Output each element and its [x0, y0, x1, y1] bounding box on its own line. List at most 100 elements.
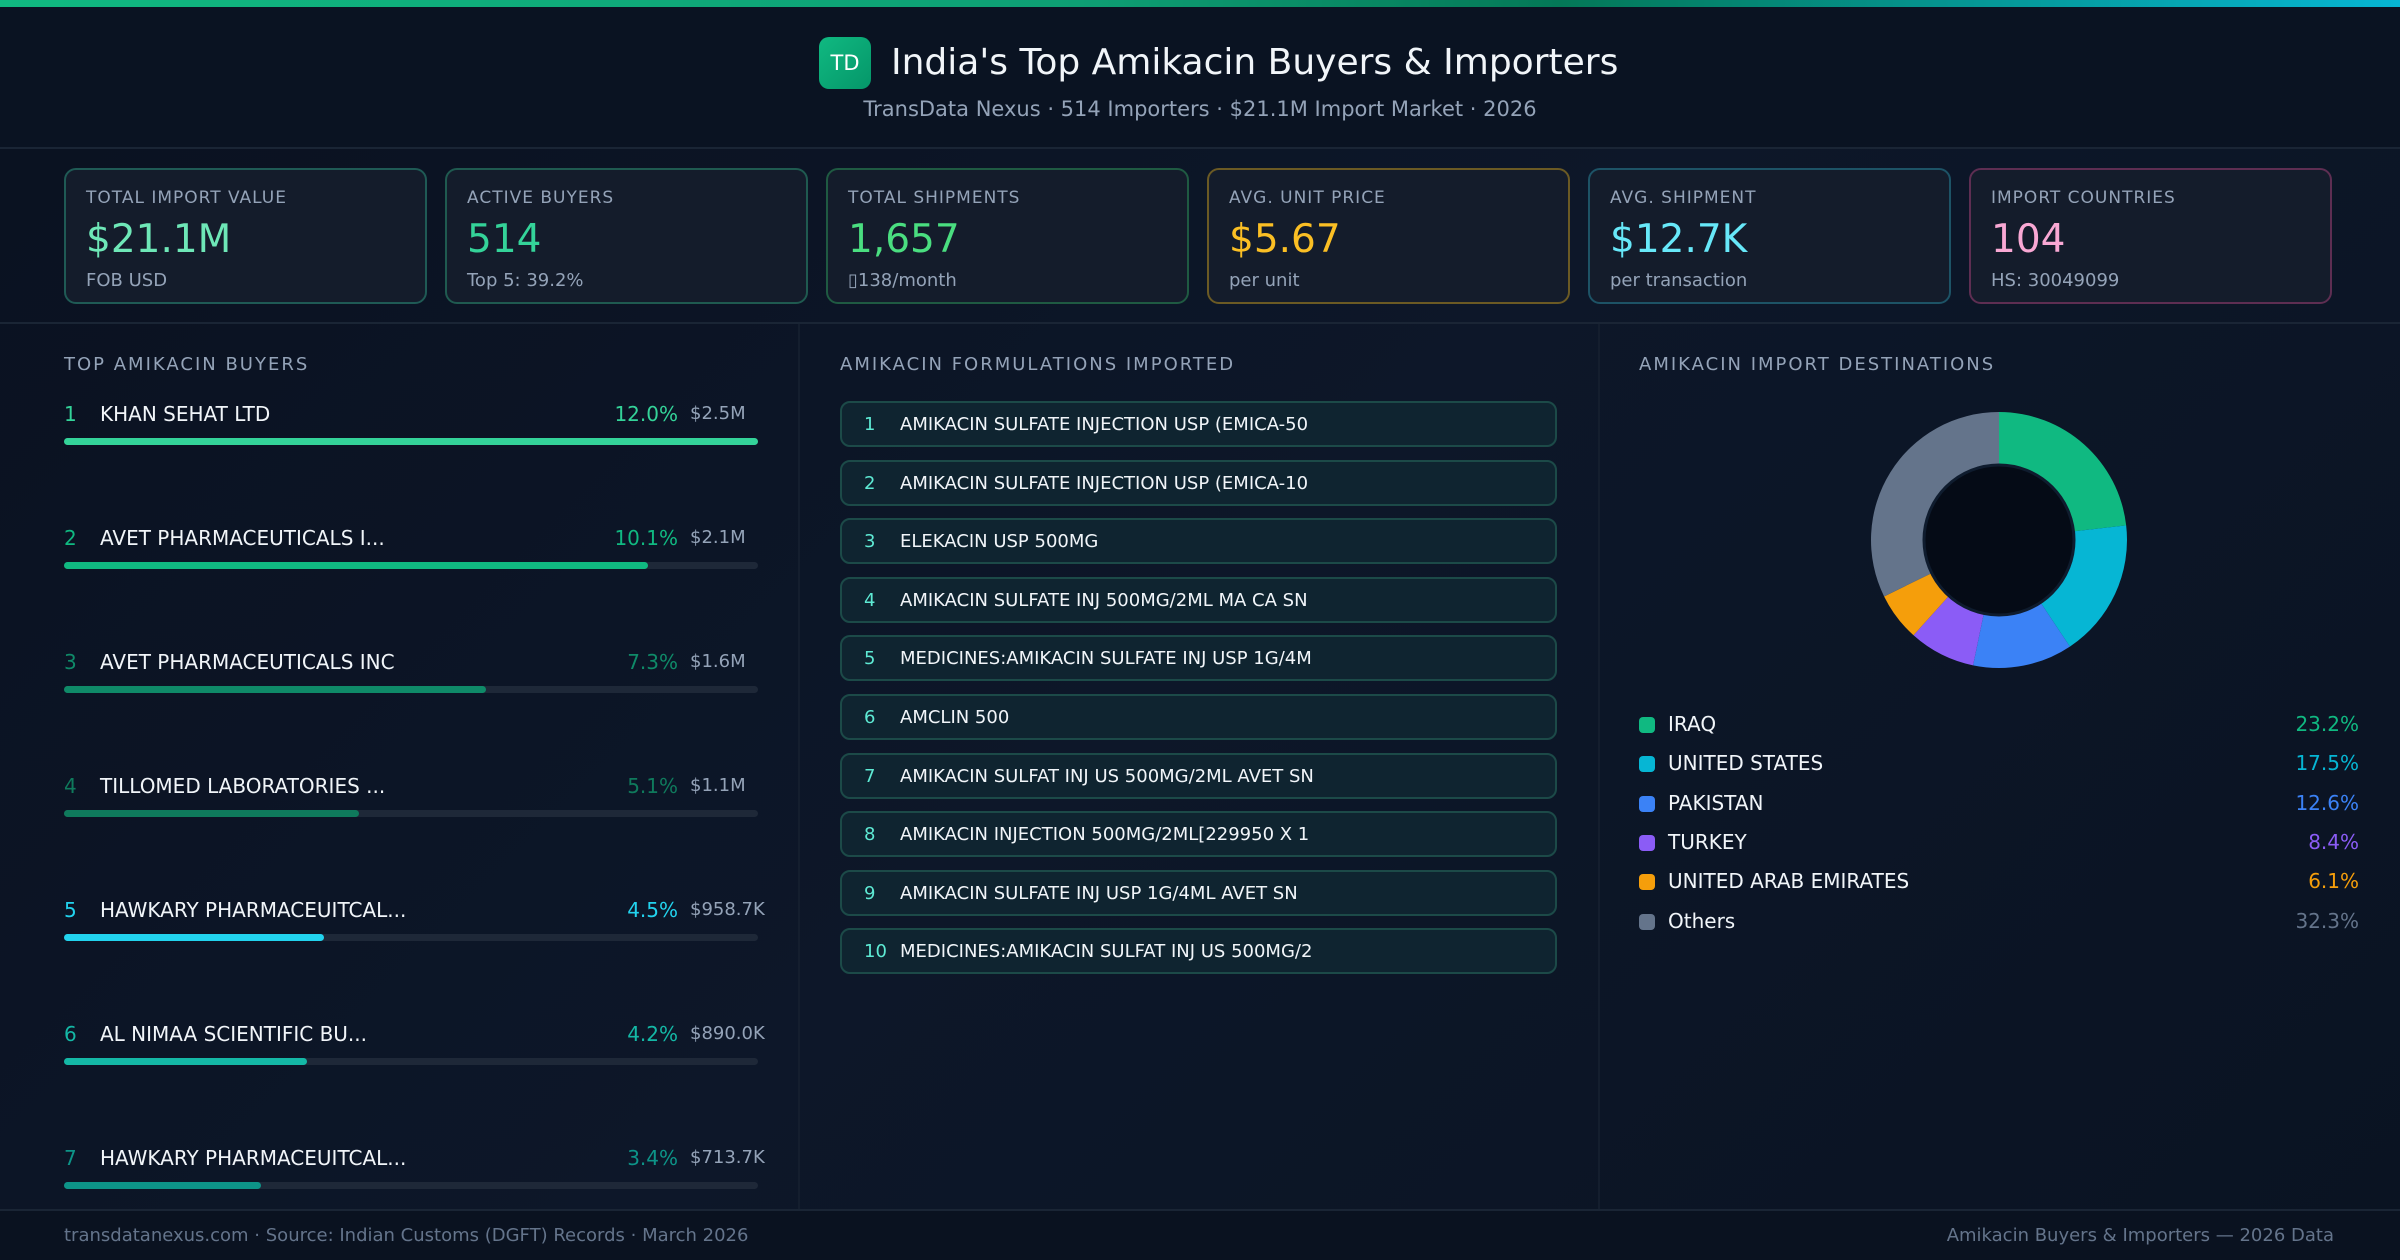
formulation-name: ELEKACIN USP 500MG — [900, 531, 1099, 553]
legend-item: UNITED ARAB EMIRATES 6.1% — [1639, 868, 2359, 896]
buyer-share: 7.3% — [627, 650, 678, 674]
kpi-value: $5.67 — [1229, 217, 1341, 262]
buyers-title: TOP AMIKACIN BUYERS — [64, 354, 310, 375]
buyer-name: KHAN SEHAT LTD — [100, 402, 271, 426]
buyer-row[interactable]: 6 AL NIMAA SCIENTIFIC BU... 4.2% $890.0K — [64, 1022, 765, 1082]
buyer-row[interactable]: 7 HAWKARY PHARMACEUITCAL... 3.4% $713.7K — [64, 1146, 765, 1206]
kpi-label: AVG. SHIPMENT — [1610, 188, 1757, 208]
buyer-name: HAWKARY PHARMACEUITCAL... — [100, 1146, 407, 1170]
formulation-item[interactable]: 7 AMIKACIN SULFAT INJ US 500MG/2ML AVET S… — [840, 752, 1557, 799]
legend-value: 17.5% — [2295, 751, 2359, 776]
legend-swatch — [1639, 717, 1655, 733]
formulation-name: MEDICINES:AMIKACIN SULFATE INJ USP 1G/4M — [900, 648, 1312, 670]
kpi-value: $12.7K — [1610, 217, 1748, 262]
donut-slice-pakistan — [1973, 602, 2070, 668]
formulation-rank: 4 — [864, 589, 876, 611]
buyer-bar-fill — [64, 438, 758, 445]
legend-swatch — [1639, 913, 1655, 930]
buyer-value: $2.1M — [690, 527, 746, 548]
formulation-rank: 6 — [864, 707, 876, 728]
legend-label: UNITED ARAB EMIRATES — [1668, 869, 1910, 894]
formulation-rank: 1 — [864, 414, 876, 435]
formulation-item[interactable]: 6 AMCLIN 500 — [840, 694, 1557, 740]
formulation-rank: 2 — [864, 472, 876, 494]
formulation-rank: 3 — [864, 531, 876, 553]
formulation-item[interactable]: 3 ELEKACIN USP 500MG — [840, 518, 1557, 565]
kpi-card-total-shipments: TOTAL SHIPMENTS 1,657 ▯138/month — [826, 168, 1189, 304]
buyer-bar-track — [64, 934, 758, 941]
formulation-item[interactable]: 5 MEDICINES:AMIKACIN SULFATE INJ USP 1G/4… — [840, 635, 1557, 682]
kpi-label: TOTAL IMPORT VALUE — [86, 188, 287, 208]
kpi-value: 514 — [467, 217, 542, 262]
buyer-bar-fill — [64, 1182, 261, 1189]
formulation-item[interactable]: 4 AMIKACIN SULFATE INJ 500MG/2ML MA CA SN — [840, 576, 1557, 623]
formulation-rank: 8 — [864, 824, 876, 846]
divider — [0, 322, 2400, 324]
formulation-name: AMIKACIN SULFAT INJ US 500MG/2ML AVET SN — [900, 765, 1314, 787]
formulation-item[interactable]: 1 AMIKACIN SULFATE INJECTION USP (EMICA-5… — [840, 401, 1557, 447]
destinations-title: AMIKACIN IMPORT DESTINATIONS — [1639, 354, 1996, 375]
kpi-value: 104 — [1991, 217, 2066, 262]
footer: transdatanexus.com · Source: Indian Cust… — [0, 1209, 2400, 1260]
kpi-label: AVG. UNIT PRICE — [1229, 188, 1386, 208]
kpi-value: $21.1M — [86, 217, 232, 262]
buyer-bar-fill — [64, 934, 325, 941]
formulation-item[interactable]: 10 MEDICINES:AMIKACIN SULFAT INJ US 500MG… — [840, 928, 1557, 975]
formulation-item[interactable]: 8 AMIKACIN INJECTION 500MG/2ML[229950 X 1 — [840, 811, 1557, 858]
buyer-bar-fill — [64, 686, 487, 693]
buyer-rank: 3 — [64, 650, 77, 674]
panel-divider — [1598, 324, 1600, 1209]
buyer-bar-track — [64, 810, 758, 817]
formulation-rank: 9 — [864, 882, 876, 904]
legend-value: 23.2% — [2295, 712, 2359, 736]
footer-caption: Amikacin Buyers & Importers — 2026 Data — [1946, 1225, 2334, 1246]
buyer-bar-track — [64, 1058, 758, 1065]
formulation-item[interactable]: 9 AMIKACIN SULFATE INJ USP 1G/4ML AVET SN — [840, 869, 1557, 916]
formulation-name: AMIKACIN SULFATE INJECTION USP (EMICA-10 — [900, 472, 1309, 494]
kpi-label: TOTAL SHIPMENTS — [848, 188, 1021, 208]
buyer-bar-track — [64, 438, 758, 445]
legend-label: UNITED STATES — [1668, 751, 1824, 776]
buyer-rank: 7 — [64, 1146, 77, 1170]
legend-value: 6.1% — [2308, 869, 2359, 894]
legend-swatch — [1639, 834, 1655, 851]
formulation-name: MEDICINES:AMIKACIN SULFAT INJ US 500MG/2 — [900, 941, 1313, 963]
buyer-share: 3.4% — [627, 1146, 678, 1170]
kpi-card-avg-shipment: AVG. SHIPMENT $12.7K per transaction — [1588, 168, 1951, 304]
buyer-name: TILLOMED LABORATORIES ... — [100, 774, 386, 798]
formulation-rank: 10 — [864, 941, 887, 963]
legend-swatch — [1639, 874, 1655, 891]
kpi-sub: per transaction — [1610, 270, 1748, 291]
legend-item: UNITED STATES 17.5% — [1639, 750, 2359, 778]
buyer-bar-fill — [64, 562, 649, 569]
legend-item: TURKEY 8.4% — [1639, 829, 2359, 857]
kpi-label: ACTIVE BUYERS — [467, 188, 615, 208]
kpi-card-active-buyers: ACTIVE BUYERS 514 Top 5: 39.2% — [445, 168, 808, 304]
donut-slice-iraq — [1999, 412, 2127, 532]
buyer-share: 4.2% — [627, 1022, 678, 1046]
formulation-name: AMIKACIN SULFATE INJECTION USP (EMICA-50 — [900, 414, 1309, 435]
formulation-item[interactable]: 2 AMIKACIN SULFATE INJECTION USP (EMICA-1… — [840, 459, 1557, 506]
legend-label: PAKISTAN — [1668, 790, 1764, 815]
legend-item: Others 32.3% — [1639, 908, 2359, 936]
kpi-card-avg-unit-price: AVG. UNIT PRICE $5.67 per unit — [1207, 168, 1570, 304]
formulations-title: AMIKACIN FORMULATIONS IMPORTED — [840, 354, 1236, 375]
buyer-row[interactable]: 3 AVET PHARMACEUTICALS INC 7.3% $1.6M — [64, 650, 758, 710]
buyer-row[interactable]: 4 TILLOMED LABORATORIES ... 5.1% $1.1M — [64, 774, 758, 834]
buyer-row[interactable]: 1 KHAN SEHAT LTD 12.0% $2.5M — [64, 402, 758, 462]
legend-value: 8.4% — [2308, 829, 2359, 854]
buyer-bar-fill — [64, 810, 359, 817]
kpi-sub: Top 5: 39.2% — [467, 270, 584, 291]
kpi-sub: HS: 30049099 — [1991, 270, 2120, 291]
panel-divider — [798, 324, 800, 1209]
header: TD India's Top Amikacin Buyers & Importe… — [0, 7, 2400, 147]
buyer-share: 5.1% — [627, 774, 678, 798]
buyer-row[interactable]: 5 HAWKARY PHARMACEUITCAL... 4.5% $958.7K — [64, 898, 765, 958]
buyer-bar-track — [64, 686, 758, 693]
kpi-card-total-import-value: TOTAL IMPORT VALUE $21.1M FOB USD — [64, 168, 427, 304]
legend-swatch — [1639, 756, 1655, 773]
formulation-name: AMIKACIN SULFATE INJ USP 1G/4ML AVET SN — [900, 882, 1298, 904]
buyer-share: 4.5% — [627, 898, 678, 922]
donut-hole — [1922, 463, 2076, 617]
buyer-row[interactable]: 2 AVET PHARMACEUTICALS I... 10.1% $2.1M — [64, 526, 758, 586]
